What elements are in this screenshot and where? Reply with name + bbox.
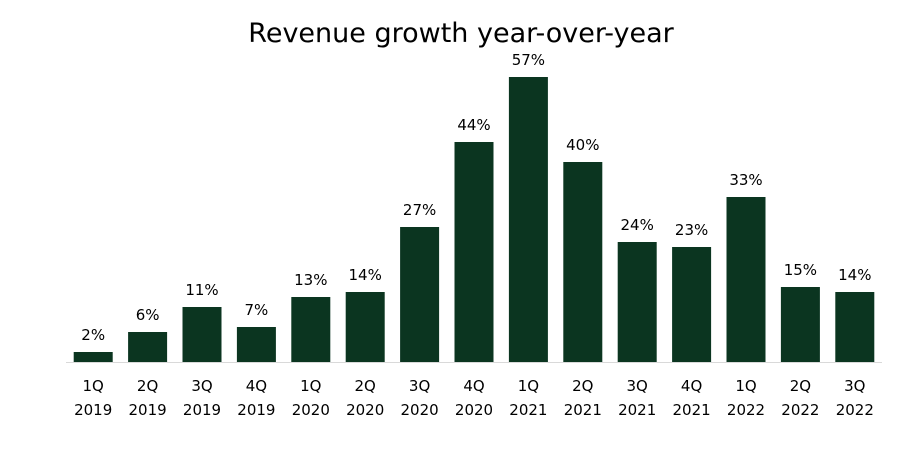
bar-1q-2022	[726, 197, 766, 362]
bar-3q-2020	[400, 227, 440, 362]
bar-2q-2022	[780, 287, 820, 362]
data-label: 40%	[566, 136, 599, 154]
data-label: 14%	[349, 266, 382, 284]
bar-3q-2022	[835, 292, 875, 362]
x-tick-label-quarter: 4Q	[463, 377, 484, 395]
x-tick-label-quarter: 4Q	[246, 377, 267, 395]
x-tick-label-quarter: 2Q	[137, 377, 158, 395]
data-label: 13%	[294, 271, 327, 289]
x-tick-label-year: 2021	[673, 401, 711, 419]
x-tick-label-year: 2019	[237, 401, 275, 419]
x-tick-label-year: 2019	[129, 401, 167, 419]
x-tick-label-year: 2019	[183, 401, 221, 419]
bar-1q-2021	[508, 77, 548, 362]
x-tick-label-year: 2021	[509, 401, 547, 419]
bar-4q-2019	[236, 327, 276, 362]
x-tick-label-quarter: 2Q	[355, 377, 376, 395]
x-tick-label-year: 2022	[836, 401, 874, 419]
x-tick-label-year: 2021	[618, 401, 656, 419]
data-label: 7%	[245, 301, 269, 319]
bar-1q-2020	[291, 297, 331, 362]
x-tick-label-quarter: 4Q	[681, 377, 702, 395]
bars-layer	[73, 77, 875, 362]
x-tick-label-quarter: 3Q	[627, 377, 648, 395]
x-tick-label-quarter: 2Q	[790, 377, 811, 395]
x-tick-label-year: 2020	[346, 401, 384, 419]
x-tick-label-quarter: 2Q	[572, 377, 593, 395]
data-label: 11%	[185, 281, 218, 299]
data-label: 24%	[621, 216, 654, 234]
x-tick-label-quarter: 1Q	[83, 377, 104, 395]
bar-2q-2020	[345, 292, 385, 362]
x-tick-labels-layer: 1Q 2019 2Q 2019 3Q 2019 4Q 2019 1Q 2020 2Q 2020 3Q 20…	[74, 377, 874, 419]
data-label: 6%	[136, 306, 160, 324]
chart-title: Revenue growth year-over-year	[248, 18, 674, 49]
data-label: 14%	[838, 266, 871, 284]
data-label: 2%	[81, 326, 105, 344]
x-tick-label-quarter: 1Q	[735, 377, 756, 395]
x-tick-label-quarter: 3Q	[844, 377, 865, 395]
data-label: 15%	[784, 261, 817, 279]
bar-4q-2021	[672, 247, 712, 362]
x-tick-label-year: 2022	[727, 401, 765, 419]
x-tick-label-year: 2021	[564, 401, 602, 419]
data-label: 27%	[403, 201, 436, 219]
x-tick-label-year: 2022	[781, 401, 819, 419]
data-labels-layer: 2% 6% 11% 7% 13% 14% 27% 44% 57% 40% 24% 23% 33% 15% 1…	[81, 51, 871, 344]
x-tick-label-quarter: 1Q	[300, 377, 321, 395]
bar-1q-2019	[73, 352, 113, 362]
x-tick-label-year: 2019	[74, 401, 112, 419]
x-tick-label-year: 2020	[401, 401, 439, 419]
bar-4q-2020	[454, 142, 494, 362]
bar-3q-2021	[617, 242, 657, 362]
data-label: 44%	[457, 116, 490, 134]
x-tick-label-year: 2020	[455, 401, 493, 419]
data-label: 33%	[729, 171, 762, 189]
bar-2q-2019	[128, 332, 168, 362]
data-label: 23%	[675, 221, 708, 239]
x-tick-label-quarter: 3Q	[191, 377, 212, 395]
bar-3q-2019	[182, 307, 222, 362]
x-tick-label-quarter: 3Q	[409, 377, 430, 395]
bar-2q-2021	[563, 162, 603, 362]
data-label: 57%	[512, 51, 545, 69]
x-tick-label-quarter: 1Q	[518, 377, 539, 395]
x-tick-label-year: 2020	[292, 401, 330, 419]
